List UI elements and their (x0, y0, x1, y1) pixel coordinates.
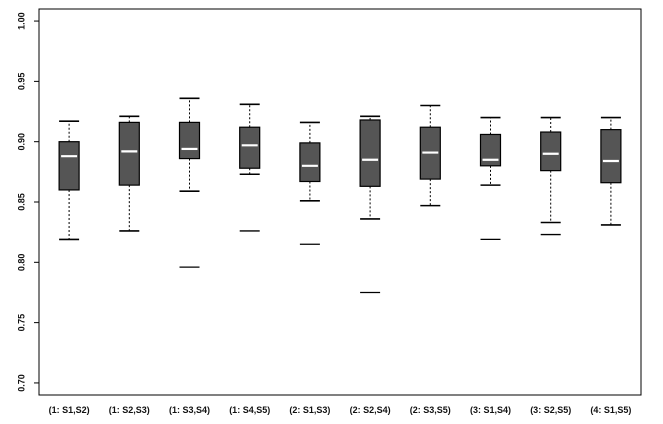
iqr-box (239, 126, 261, 169)
x-tick-label: (2: S1,S3) (289, 405, 330, 415)
iqr-box (299, 142, 321, 183)
x-tick-label: (2: S3,S5) (410, 405, 451, 415)
y-tick-label: 0.75 (16, 314, 26, 332)
iqr-box (58, 141, 80, 191)
x-axis: (1: S1,S2) (1: S2,S3) (1: S3,S4) (1: S4,S5)… (49, 405, 632, 415)
iqr-box (479, 133, 502, 167)
x-tick-label: (2: S2,S4) (350, 405, 391, 415)
x-tick-label: (1: S3,S4) (169, 405, 210, 415)
x-tick-label: (1: S1,S2) (49, 405, 90, 415)
y-tick-label: 0.80 (16, 254, 26, 272)
box-group (479, 116, 502, 241)
box-group (359, 115, 381, 294)
iqr-box (359, 119, 381, 187)
x-tick-label: (1: S2,S3) (109, 405, 150, 415)
box-group (540, 116, 562, 236)
y-tick-label: 0.85 (16, 193, 26, 211)
x-tick-label: (4: S1,S5) (590, 405, 631, 415)
box-series (58, 97, 622, 294)
y-tick-label: 0.70 (16, 374, 26, 392)
x-tick-label: (3: S2,S5) (530, 405, 571, 415)
box-group (58, 120, 80, 241)
iqr-box (118, 121, 140, 186)
box-group (239, 103, 261, 232)
iqr-box (600, 129, 622, 184)
x-tick-label: (1: S4,S5) (229, 405, 270, 415)
box-group (419, 104, 441, 207)
box-group (299, 121, 321, 245)
y-axis: 0.70 0.75 0.80 0.85 0.90 0.95 1.00 (16, 12, 39, 392)
x-tick-label: (3: S1,S4) (470, 405, 511, 415)
y-tick-label: 0.95 (16, 73, 26, 91)
iqr-box (540, 131, 562, 172)
y-tick-label: 1.00 (16, 12, 26, 30)
y-tick-label: 0.90 (16, 133, 26, 151)
box-group (118, 115, 140, 232)
iqr-box (178, 121, 201, 160)
box-group (178, 97, 201, 268)
box-group (600, 116, 622, 226)
